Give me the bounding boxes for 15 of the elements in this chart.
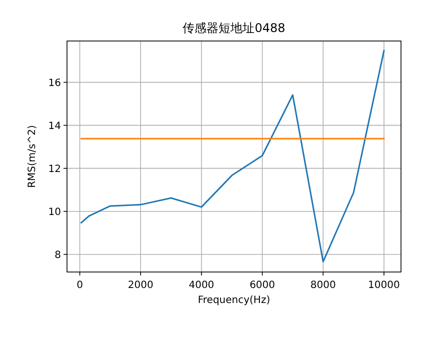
x-tick-label: 4000 bbox=[188, 280, 214, 291]
y-tick-label: 12 bbox=[48, 164, 61, 175]
y-tick-label: 8 bbox=[54, 250, 61, 261]
x-tick-label: 2000 bbox=[128, 280, 154, 291]
y-tick-label: 16 bbox=[48, 78, 61, 89]
y-axis-title: RMS(m/s^2) bbox=[27, 125, 38, 188]
x-tick-label: 10000 bbox=[368, 280, 400, 291]
x-tick-label: 8000 bbox=[310, 280, 336, 291]
x-axis-title: Frequency(Hz) bbox=[198, 295, 270, 306]
x-tick-label: 6000 bbox=[250, 280, 276, 291]
x-tick-label: 0 bbox=[76, 280, 83, 291]
line-series bbox=[80, 50, 385, 262]
chart-title: 传感器短地址0488 bbox=[182, 21, 286, 35]
y-tick-label: 10 bbox=[48, 206, 61, 218]
y-tick-label: 14 bbox=[48, 120, 61, 132]
